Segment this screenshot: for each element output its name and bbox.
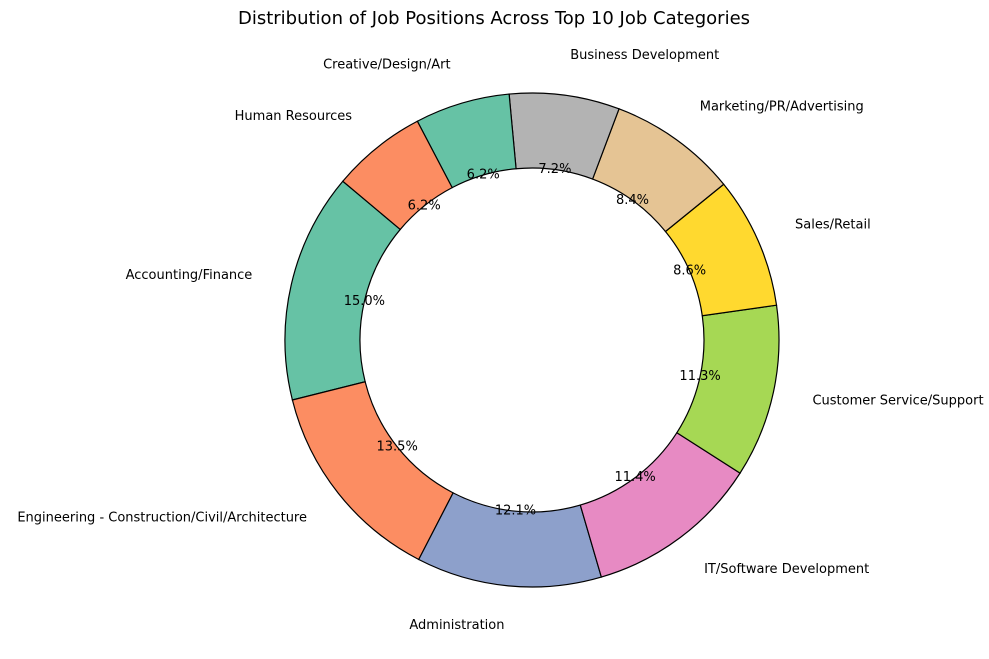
- slice-human-resources: [341, 120, 453, 231]
- category-label-human-resources: Human Resources: [235, 109, 353, 124]
- pct-label-business-development: 7.2%: [538, 162, 571, 177]
- category-labels: Accounting/Finance Engineering - Construc…: [17, 48, 983, 633]
- pct-label-marketing-pr-advertising: 8.4%: [616, 193, 649, 208]
- percentage-labels: 15.0% 13.5% 12.1% 11.4% 11.3% 8.6% 8.4% 7.2% 6.2…: [344, 162, 721, 519]
- pct-label-sales-retail: 8.6%: [673, 264, 706, 279]
- category-label-it-software-development: IT/Software Development: [704, 562, 869, 577]
- pct-label-engineering-construction-civil-architecture: 13.5%: [377, 439, 418, 454]
- pct-label-administration: 12.1%: [495, 504, 536, 519]
- pct-label-it-software-development: 11.4%: [614, 470, 655, 485]
- donut-slices: [284, 92, 780, 588]
- category-label-accounting-finance: Accounting/Finance: [126, 268, 253, 283]
- category-label-business-development: Business Development: [570, 48, 719, 63]
- category-label-engineering-construction-civil-architecture: Engineering - Construction/Civil/Archite…: [17, 511, 307, 526]
- pct-label-customer-service-support: 11.3%: [679, 369, 720, 384]
- pct-label-creative-design-art: 6.2%: [467, 168, 500, 183]
- category-label-sales-retail: Sales/Retail: [795, 218, 871, 233]
- category-label-marketing-pr-advertising: Marketing/PR/Advertising: [700, 100, 864, 115]
- category-label-customer-service-support: Customer Service/Support: [812, 393, 983, 408]
- pct-label-accounting-finance: 15.0%: [344, 294, 385, 309]
- category-label-creative-design-art: Creative/Design/Art: [323, 57, 450, 72]
- chart-title: Distribution of Job Positions Across Top…: [238, 8, 750, 29]
- category-label-administration: Administration: [409, 618, 504, 633]
- slice-engineering-construction-civil-architecture: [291, 381, 454, 561]
- pct-label-human-resources: 6.2%: [408, 199, 441, 214]
